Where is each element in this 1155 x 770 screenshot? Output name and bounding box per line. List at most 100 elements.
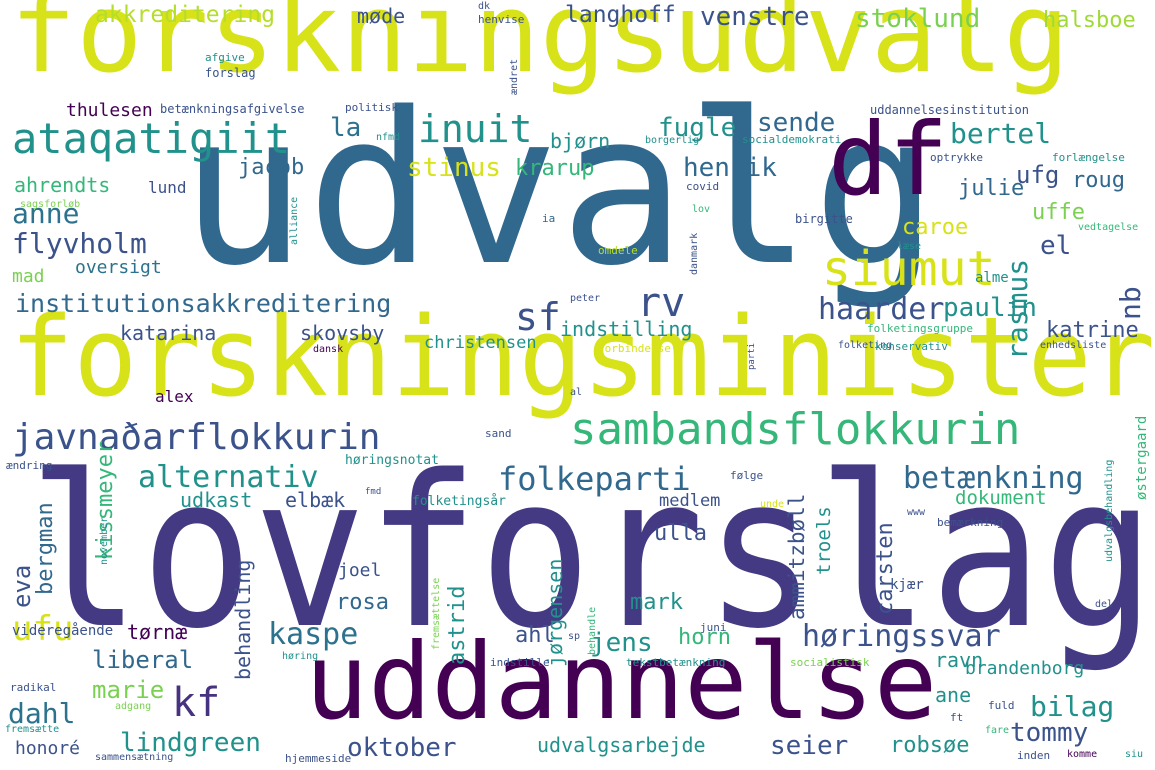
word-jens: jens	[590, 628, 653, 658]
word-akkreditering: akkreditering	[95, 2, 276, 28]
word-carsten: carsten	[873, 522, 898, 615]
word-sambandsflokkurin: sambandsflokkurin	[570, 404, 1021, 455]
word-tekstbet-nkning: tekstbetænkning	[626, 656, 726, 669]
word-bet-nkning: betænkning	[903, 461, 1084, 496]
word-kf: kf	[172, 680, 221, 726]
word-paulin: paulin	[943, 293, 1037, 323]
word-nb: nb	[1114, 286, 1147, 320]
word-alliance: alliance	[289, 196, 300, 245]
word-forbindelse: forbindelse	[598, 342, 671, 355]
word-frems-ttelse: fremsættelse	[431, 577, 442, 650]
word-henvise: henvise	[478, 13, 525, 26]
word-indstille: indstille	[490, 656, 550, 669]
word-alme: alme	[975, 270, 1009, 286]
word-julie: julie	[958, 176, 1025, 201]
word-sagsforl-b: sagsforløb	[20, 199, 81, 210]
word-juni: juni	[700, 621, 727, 634]
word-mark: mark	[630, 590, 683, 615]
word-venstre: venstre	[700, 2, 810, 32]
word-november: november	[99, 516, 110, 565]
word-fmd: fmd	[365, 487, 382, 497]
word-eva: eva	[8, 564, 36, 608]
word-halsboe: halsboe	[1043, 8, 1136, 33]
word-inden: inden	[1017, 749, 1051, 762]
word-javna-arflokkurin: javnaðarflokkurin	[12, 417, 381, 458]
word-al: al	[570, 387, 583, 398]
word-ataqatigiit: ataqatigiit	[12, 114, 291, 163]
word-dansk: dansk	[313, 344, 344, 355]
word-sand: sand	[485, 427, 512, 440]
word-j-rgensen: jørgensen	[543, 558, 567, 667]
word-www: www	[907, 507, 926, 518]
word-lund: lund	[148, 178, 187, 197]
word-dokument: dokument	[955, 487, 1047, 509]
word-flyvholm: flyvholm	[12, 227, 147, 260]
word-lovforslag: lovforslag	[28, 430, 1155, 675]
word-marie: marie	[92, 676, 165, 704]
word-kj-r: kjær	[890, 577, 924, 593]
word-dahl: dahl	[8, 697, 76, 730]
word-udvalgsbehandling: udvalgsbehandling	[1104, 459, 1115, 562]
word-roug: roug	[1072, 168, 1125, 193]
word-stergaard: østergaard	[1134, 415, 1150, 500]
word-haarder: haarder	[818, 292, 945, 327]
word-inuit: inuit	[418, 107, 533, 151]
word-socialistisk: socialistisk	[790, 656, 870, 669]
word-del: del	[1095, 599, 1114, 610]
word-t-rn: tørnæ	[127, 620, 188, 644]
word-sf: sf	[515, 295, 561, 339]
word-mad: mad	[12, 266, 45, 287]
word-fare: fare	[985, 725, 1010, 736]
word-bet-nkningsafgivelse: betænkningsafgivelse	[160, 102, 305, 116]
word-robs-e: robsøe	[890, 733, 970, 758]
word-df: df	[828, 101, 949, 218]
word-l-se: læse	[897, 241, 922, 252]
word-ndring: ændring	[6, 459, 53, 472]
word-unde: unde	[760, 499, 785, 510]
word-troels: troels	[813, 506, 835, 575]
word-folketing: folketing	[838, 340, 893, 351]
word-bem-rkning: bemærkning	[937, 516, 1004, 529]
word-elb-k: elbæk	[285, 488, 346, 512]
word-omdele: omdele	[598, 244, 638, 257]
word-krarup: krarup	[515, 156, 595, 181]
word-ufg: ufg	[1016, 161, 1060, 189]
word-sammens-tning: sammensætning	[95, 752, 174, 763]
word-kaspe: kaspe	[268, 617, 359, 652]
word-forskningsudvalg: forskningsudvalg	[10, 0, 1070, 97]
word-lov: lov	[692, 204, 711, 215]
word-ahrendts: ahrendts	[14, 173, 111, 197]
word-siumut: siumut	[822, 241, 996, 297]
word-brandenborg: brandenborg	[965, 658, 1085, 679]
word-christensen: christensen	[424, 333, 537, 353]
word-anne: anne	[12, 197, 80, 230]
word-socialdemokrati: socialdemokrati	[742, 133, 842, 146]
word-hjemmeside: hjemmeside	[285, 752, 352, 765]
word-bj-rn: bjørn	[550, 129, 611, 153]
word-alternativ: alternativ	[138, 460, 319, 495]
word-m-de: møde	[357, 4, 406, 28]
word-optrykke: optrykke	[930, 151, 983, 164]
word-stinus: stinus	[407, 153, 501, 183]
word-folketingsgruppe: folketingsgruppe	[867, 322, 973, 335]
word-indstilling: indstilling	[560, 317, 693, 341]
word-fuld: fuld	[988, 699, 1015, 712]
word-udvalg: udvalg	[180, 67, 939, 312]
word-nfmd: nfmd	[376, 132, 401, 143]
word-bergman: bergman	[33, 502, 58, 595]
word-ulla: ulla	[654, 521, 707, 546]
word-h-ringsnotat: høringsnotat	[345, 453, 439, 468]
word-vedtagelse: vedtagelse	[1078, 222, 1139, 233]
word-bilag: bilag	[1030, 690, 1115, 723]
word-astrid: astrid	[445, 585, 470, 665]
word-radikal: radikal	[10, 681, 57, 694]
word-alex: alex	[155, 387, 194, 406]
word-adgang: adgang	[115, 701, 152, 712]
word-joel: joel	[338, 560, 382, 581]
word-katrine: katrine	[1046, 318, 1139, 343]
word-fugle: fugle	[658, 113, 737, 143]
word-thulesen: thulesen	[66, 100, 153, 121]
word-stoklund: stoklund	[855, 4, 981, 34]
word-sp: sp	[568, 631, 581, 642]
word-ufu: ufu	[12, 609, 74, 649]
